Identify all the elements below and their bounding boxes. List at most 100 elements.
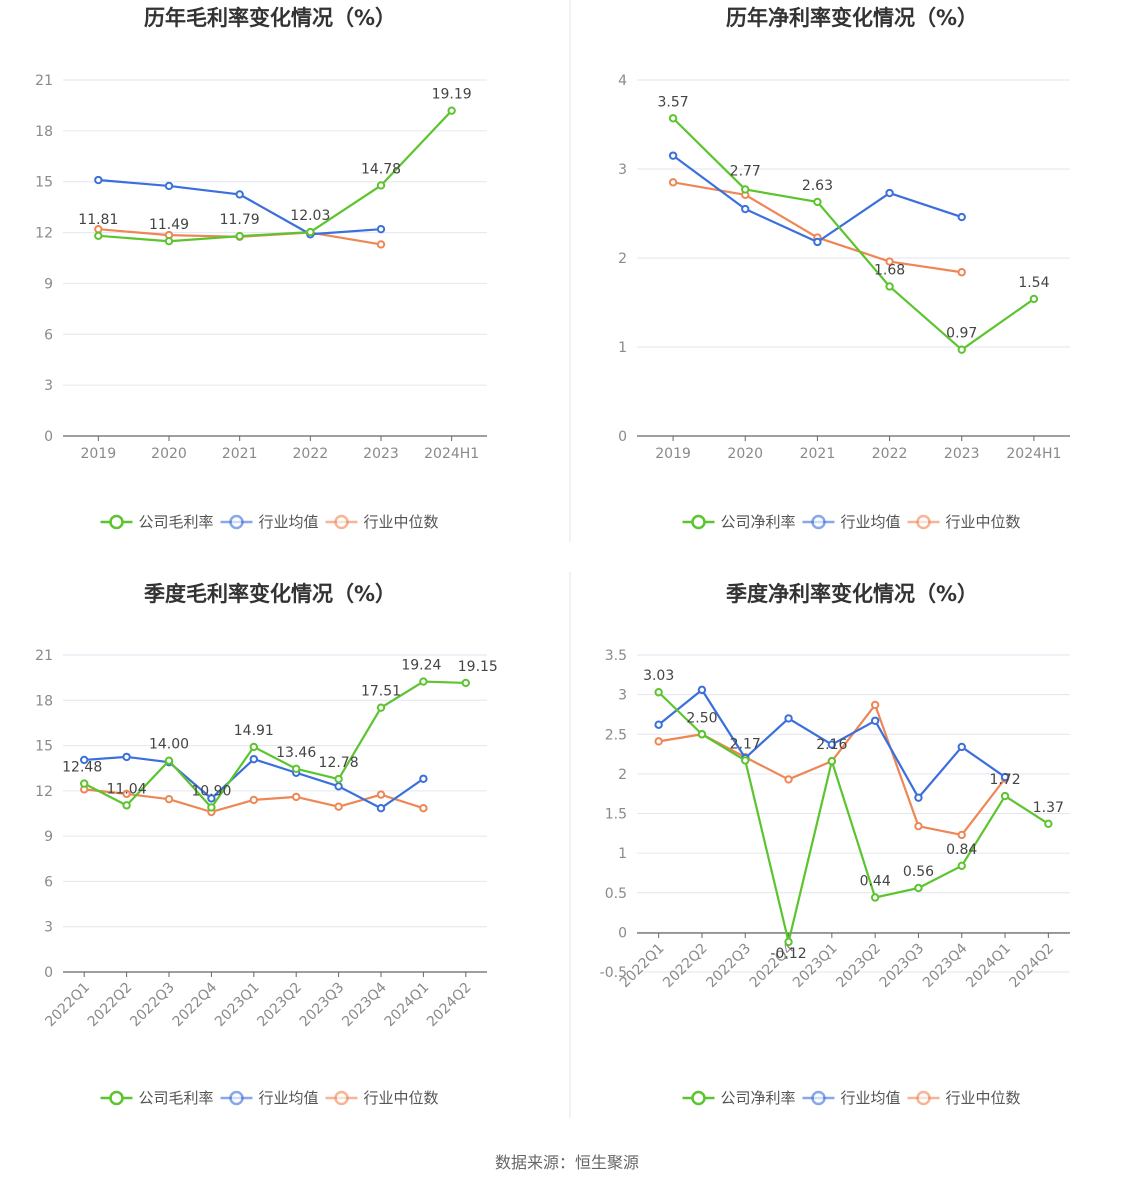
data-point-company	[207, 803, 216, 812]
legend-item-company[interactable]: 公司净利率	[682, 1089, 796, 1107]
data-point-company	[885, 282, 894, 291]
data-point-company	[80, 779, 89, 788]
data-point-company	[957, 861, 966, 871]
legend-item-company[interactable]: 公司毛利率	[100, 1089, 214, 1107]
legend-marker-icon	[229, 514, 244, 530]
legend-item-industry_median[interactable]: 行业中位数	[325, 1089, 439, 1107]
chart-title: 历年净利率变化情况（%）	[726, 6, 978, 30]
data-point-company	[334, 774, 343, 784]
data-point-company	[461, 678, 470, 688]
x-tick-label: 2020	[151, 446, 187, 462]
legend-item-industry_avg[interactable]: 行业均值	[802, 1089, 901, 1107]
legend-label: 行业均值	[841, 1089, 901, 1107]
legend-item-industry_median[interactable]: 行业中位数	[907, 1089, 1021, 1107]
data-point-company	[1000, 791, 1010, 801]
data-label: 12.48	[62, 760, 102, 776]
y-tick-label: 9	[44, 276, 53, 292]
y-tick-label: 6	[44, 327, 53, 343]
data-label: 14.78	[361, 161, 401, 177]
data-point-company	[784, 937, 793, 947]
legend-item-industry_avg[interactable]: 行业均值	[802, 513, 901, 531]
legend-label: 行业中位数	[364, 1089, 439, 1107]
legend-label: 行业中位数	[364, 513, 439, 531]
data-label: 0.97	[946, 326, 977, 342]
x-tick-label: 2024Q2	[424, 980, 475, 1031]
x-tick-label: 2019	[81, 446, 117, 462]
data-label: 17.51	[361, 684, 401, 700]
data-label: 11.81	[78, 212, 118, 228]
legend-label: 行业均值	[259, 513, 319, 531]
legend-item-industry_avg[interactable]: 行业均值	[220, 1089, 319, 1107]
data-point-industry_median	[654, 737, 663, 746]
data-point-company	[1044, 819, 1053, 829]
data-point-company	[697, 730, 707, 739]
legend-label: 行业均值	[259, 1089, 319, 1107]
data-point-company	[914, 883, 923, 893]
data-point-industry_median	[784, 775, 793, 784]
y-tick-label: 0	[44, 965, 53, 981]
x-tick-label: 2023	[363, 446, 399, 462]
chart-title: 季度毛利率变化情况（%）	[144, 582, 396, 606]
data-label: 12.78	[319, 755, 359, 771]
data-point-company	[957, 345, 966, 354]
x-tick-label: 2019	[655, 446, 691, 462]
legend-label: 公司毛利率	[139, 1089, 214, 1107]
legend-marker-icon	[229, 1090, 244, 1106]
legend-item-company[interactable]: 公司净利率	[682, 513, 796, 531]
data-label: 12.03	[290, 208, 330, 224]
x-tick-label: 2024Q1	[963, 941, 1014, 992]
data-point-company	[164, 237, 174, 246]
data-point-company	[376, 703, 386, 712]
x-tick-label: 2023Q2	[254, 980, 305, 1031]
data-label: 13.46	[276, 745, 316, 761]
data-point-industry_median	[668, 178, 678, 187]
data-label: 1.54	[1018, 275, 1049, 291]
data-point-industry_avg	[376, 224, 386, 234]
y-tick-label: 9	[44, 829, 53, 845]
legend-marker-icon	[916, 514, 931, 530]
legend-item-company[interactable]: 公司毛利率	[100, 513, 214, 531]
data-label: 3.03	[643, 668, 674, 684]
data-label: 19.19	[432, 87, 472, 103]
data-label: 0.56	[903, 864, 934, 880]
data-point-company	[741, 756, 750, 765]
data-label: 1.72	[989, 772, 1020, 788]
legend-item-industry_median[interactable]: 行业中位数	[907, 513, 1021, 531]
y-tick-label: 18	[35, 693, 53, 709]
y-tick-label: 12	[35, 226, 53, 242]
x-tick-label: 2024Q2	[1007, 941, 1058, 992]
data-point-industry_median	[419, 804, 428, 813]
data-point-company	[827, 756, 837, 766]
data-point-industry_avg	[957, 212, 966, 222]
legend-marker-icon	[334, 514, 349, 530]
y-tick-label: 6	[44, 874, 53, 890]
y-tick-label: 0	[44, 429, 53, 445]
y-tick-label: 4	[618, 73, 627, 89]
data-point-industry_avg	[207, 794, 216, 803]
x-tick-label: 2023Q3	[297, 980, 348, 1031]
y-tick-label: 15	[35, 739, 53, 755]
legend-item-industry_median[interactable]: 行业中位数	[325, 513, 439, 531]
data-label: 14.00	[149, 737, 189, 753]
y-tick-label: 2	[618, 767, 627, 783]
x-tick-label: 2023Q4	[339, 979, 390, 1030]
x-tick-label: 2023	[944, 446, 980, 462]
y-tick-label: 1.5	[605, 807, 627, 823]
data-point-company	[249, 742, 259, 752]
data-point-company	[164, 756, 174, 765]
data-point-industry_avg	[784, 714, 793, 723]
data-point-industry_avg	[249, 754, 259, 764]
legend-label: 行业均值	[841, 513, 901, 531]
x-tick-label: 2023Q1	[212, 980, 263, 1031]
data-point-industry_avg	[164, 181, 174, 191]
data-point-company	[419, 677, 428, 686]
legend-item-industry_avg[interactable]: 行业均值	[220, 513, 319, 531]
y-tick-label: 0.5	[605, 886, 627, 902]
y-tick-label: 3	[44, 920, 53, 936]
data-point-industry_median	[885, 257, 894, 266]
legend-marker-icon	[109, 1090, 124, 1106]
data-point-industry_avg	[668, 151, 678, 160]
x-tick-label: 2024H1	[1006, 446, 1061, 462]
data-label: 2.16	[816, 737, 847, 753]
